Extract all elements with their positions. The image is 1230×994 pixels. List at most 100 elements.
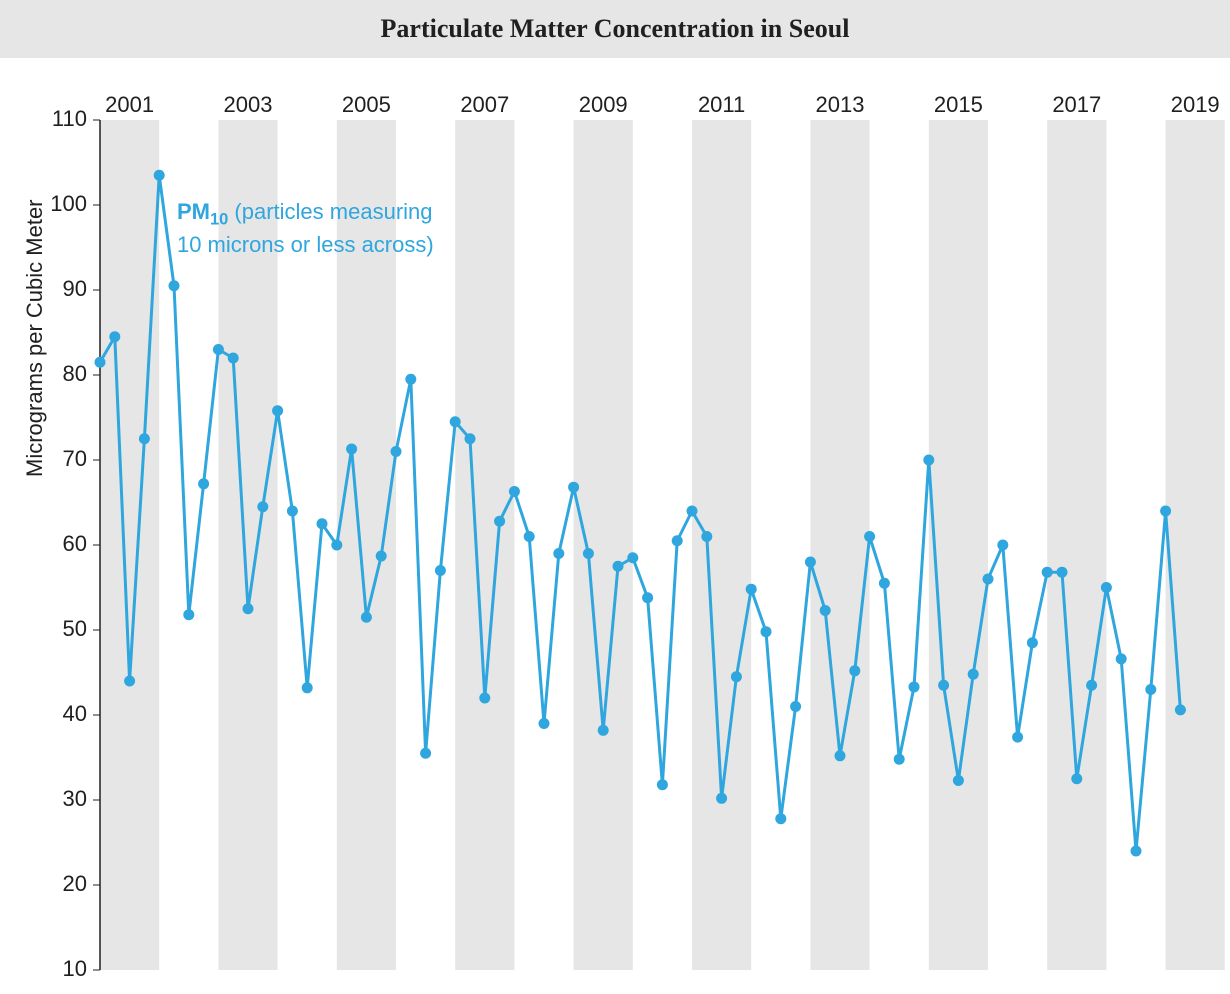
series-marker [257, 501, 268, 512]
chart-title-bar: Particulate Matter Concentration in Seou… [0, 0, 1230, 58]
series-marker [213, 344, 224, 355]
year-band [1047, 120, 1106, 970]
x-tick-label: 2001 [105, 92, 154, 117]
series-marker [1131, 846, 1142, 857]
series-marker [701, 531, 712, 542]
y-tick-label: 90 [63, 276, 87, 301]
series-marker [938, 680, 949, 691]
year-band [929, 120, 988, 970]
y-tick-label: 110 [52, 106, 87, 131]
series-marker [405, 374, 416, 385]
series-marker [109, 331, 120, 342]
y-tick-label: 10 [63, 956, 87, 981]
y-tick-label: 60 [63, 531, 87, 556]
series-marker [272, 405, 283, 416]
series-marker [1160, 506, 1171, 517]
x-tick-label: 2013 [816, 92, 865, 117]
x-tick-label: 2009 [579, 92, 628, 117]
series-marker [361, 612, 372, 623]
year-band [1166, 120, 1225, 970]
chart-container: Micrograms per Cubic Meter PM10 (particl… [0, 58, 1230, 994]
series-marker [1027, 637, 1038, 648]
x-tick-label: 2007 [460, 92, 509, 117]
x-tick-label: 2011 [698, 92, 745, 117]
series-marker [983, 574, 994, 585]
x-tick-label: 2003 [224, 92, 273, 117]
y-tick-label: 50 [63, 616, 87, 641]
x-tick-label: 2015 [934, 92, 983, 117]
year-band [455, 120, 514, 970]
year-band [100, 120, 159, 970]
series-marker [687, 506, 698, 517]
series-marker [761, 626, 772, 637]
year-band [574, 120, 633, 970]
series-marker [450, 416, 461, 427]
series-marker [124, 676, 135, 687]
series-marker [642, 592, 653, 603]
series-marker [494, 516, 505, 527]
series-marker [805, 557, 816, 568]
y-tick-label: 70 [63, 446, 87, 471]
series-marker [198, 478, 209, 489]
y-tick-label: 30 [63, 786, 87, 811]
series-marker [154, 170, 165, 181]
series-marker [376, 551, 387, 562]
series-marker [228, 353, 239, 364]
series-marker [1012, 732, 1023, 743]
series-marker [331, 540, 342, 551]
y-axis-label: Micrograms per Cubic Meter [22, 199, 48, 477]
series-marker [568, 482, 579, 493]
series-marker [1086, 680, 1097, 691]
series-marker [1175, 704, 1186, 715]
y-tick-label: 80 [63, 361, 87, 386]
series-marker [746, 584, 757, 595]
y-tick-label: 40 [63, 701, 87, 726]
x-tick-label: 2019 [1171, 92, 1220, 117]
series-marker [997, 540, 1008, 551]
chart-title: Particulate Matter Concentration in Seou… [381, 14, 850, 44]
series-marker [465, 433, 476, 444]
series-marker [657, 779, 668, 790]
series-marker [775, 813, 786, 824]
series-marker [820, 605, 831, 616]
series-marker [1071, 773, 1082, 784]
series-marker [302, 682, 313, 693]
x-tick-label: 2017 [1052, 92, 1101, 117]
series-marker [479, 693, 490, 704]
series-marker [1101, 582, 1112, 593]
series-annotation-pm10: PM10 (particles measuring10 microns or l… [177, 197, 434, 260]
series-marker [524, 531, 535, 542]
series-marker [716, 793, 727, 804]
series-marker [879, 578, 890, 589]
series-marker [953, 775, 964, 786]
series-marker [539, 718, 550, 729]
series-marker [894, 754, 905, 765]
series-marker [613, 561, 624, 572]
year-band [692, 120, 751, 970]
series-marker [1116, 653, 1127, 664]
x-tick-label: 2005 [342, 92, 391, 117]
series-marker [583, 548, 594, 559]
series-marker [139, 433, 150, 444]
series-marker [435, 565, 446, 576]
series-marker [243, 603, 254, 614]
series-marker [672, 535, 683, 546]
series-marker [183, 609, 194, 620]
series-marker [553, 548, 564, 559]
series-marker [169, 280, 180, 291]
series-marker [849, 665, 860, 676]
y-tick-label: 20 [63, 871, 87, 896]
series-marker [287, 506, 298, 517]
series-marker [317, 518, 328, 529]
y-tick-label: 100 [50, 191, 87, 216]
series-marker [391, 446, 402, 457]
series-marker [968, 669, 979, 680]
series-marker [1145, 684, 1156, 695]
series-marker [923, 455, 934, 466]
series-marker [509, 486, 520, 497]
series-marker [1057, 567, 1068, 578]
series-marker [1042, 567, 1053, 578]
series-marker [346, 443, 357, 454]
series-marker [864, 531, 875, 542]
series-marker [731, 671, 742, 682]
